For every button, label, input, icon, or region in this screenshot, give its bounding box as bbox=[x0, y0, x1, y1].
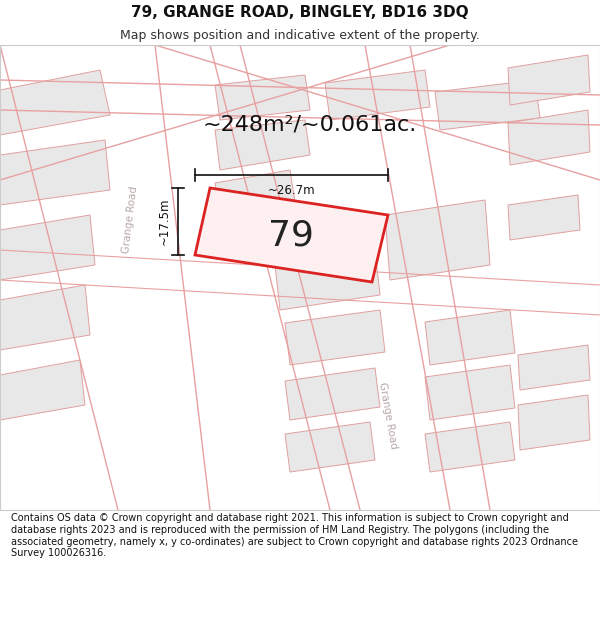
Polygon shape bbox=[425, 310, 515, 365]
Polygon shape bbox=[195, 188, 388, 282]
Polygon shape bbox=[385, 200, 490, 280]
Polygon shape bbox=[285, 310, 385, 365]
Polygon shape bbox=[285, 422, 375, 472]
Polygon shape bbox=[508, 110, 590, 165]
Polygon shape bbox=[425, 422, 515, 472]
Polygon shape bbox=[215, 170, 295, 215]
Polygon shape bbox=[518, 345, 590, 390]
Polygon shape bbox=[215, 75, 310, 120]
Text: ~26.7m: ~26.7m bbox=[268, 184, 316, 198]
Polygon shape bbox=[518, 395, 590, 450]
Text: 79: 79 bbox=[268, 218, 314, 252]
Polygon shape bbox=[285, 368, 380, 420]
Text: Map shows position and indicative extent of the property.: Map shows position and indicative extent… bbox=[120, 29, 480, 42]
Polygon shape bbox=[0, 140, 110, 205]
Polygon shape bbox=[215, 120, 310, 170]
Text: Contains OS data © Crown copyright and database right 2021. This information is : Contains OS data © Crown copyright and d… bbox=[11, 514, 578, 558]
Polygon shape bbox=[508, 55, 590, 105]
Polygon shape bbox=[0, 285, 90, 350]
Polygon shape bbox=[435, 80, 540, 130]
Polygon shape bbox=[0, 215, 95, 280]
Polygon shape bbox=[508, 195, 580, 240]
Text: Grange Road: Grange Road bbox=[121, 186, 139, 254]
Text: ~248m²/~0.061ac.: ~248m²/~0.061ac. bbox=[203, 115, 417, 135]
Text: 79, GRANGE ROAD, BINGLEY, BD16 3DQ: 79, GRANGE ROAD, BINGLEY, BD16 3DQ bbox=[131, 5, 469, 20]
Polygon shape bbox=[275, 250, 380, 310]
Polygon shape bbox=[0, 360, 85, 420]
Polygon shape bbox=[325, 70, 430, 120]
Polygon shape bbox=[0, 70, 110, 135]
Text: ~17.5m: ~17.5m bbox=[157, 198, 170, 245]
Polygon shape bbox=[425, 365, 515, 420]
Text: Grange Road: Grange Road bbox=[377, 381, 399, 449]
